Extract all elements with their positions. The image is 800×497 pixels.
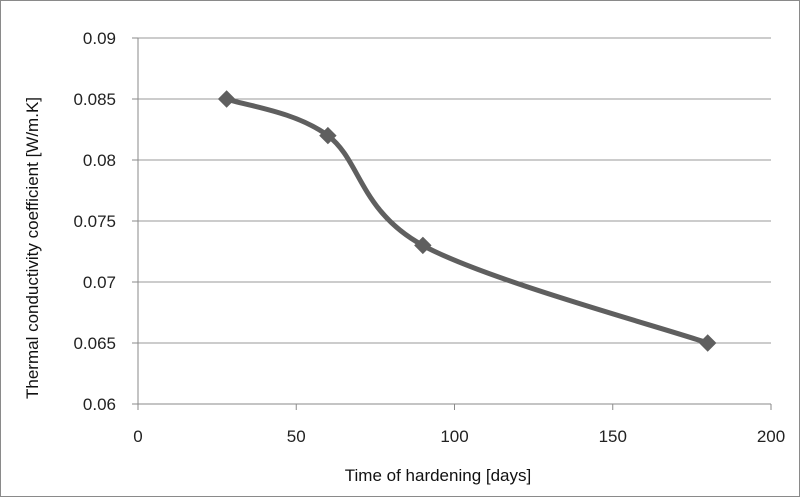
data-point-marker [414, 236, 432, 255]
y-tick-label: 0.065 [73, 334, 116, 353]
x-tick-label: 150 [599, 427, 627, 446]
series-line [224, 96, 711, 346]
data-point-marker [698, 334, 717, 352]
x-tick-label: 50 [287, 427, 306, 446]
y-tick-label: 0.09 [83, 29, 116, 48]
y-tick-label: 0.07 [83, 273, 116, 292]
y-tick-label: 0.085 [73, 90, 116, 109]
data-point-marker [217, 90, 236, 108]
data-point-marker [319, 126, 337, 145]
x-tick-label: 200 [757, 427, 785, 446]
grid-lines [138, 37, 771, 344]
y-tick-label: 0.08 [83, 151, 116, 170]
series-group [217, 90, 717, 352]
y-tick-label: 0.075 [73, 212, 116, 231]
x-axis-title: Time of hardening [days] [345, 466, 531, 485]
tick-labels: 0.06 0.065 0.07 0.075 0.08 0.085 0.09 0 50 100 150… [73, 29, 785, 446]
x-tick-label: 100 [440, 427, 468, 446]
x-tick-label: 0 [133, 427, 142, 446]
y-axis-title: Thermal conductivity coefficient [W/m.K] [23, 97, 42, 399]
axes [132, 37, 772, 410]
y-tick-label: 0.06 [83, 395, 116, 414]
